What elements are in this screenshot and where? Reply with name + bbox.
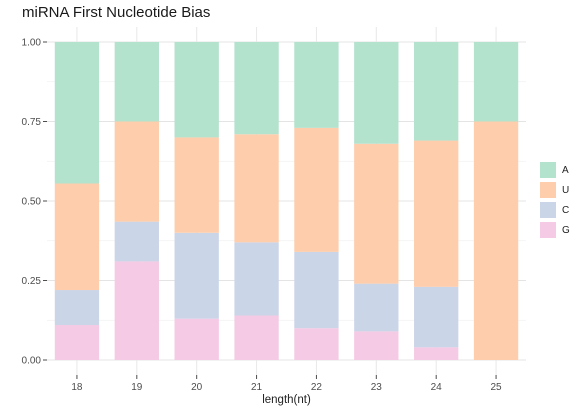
x-tick-label: 19 bbox=[131, 382, 143, 393]
bar-g-24 bbox=[414, 347, 459, 360]
bar-g-19 bbox=[114, 261, 159, 360]
x-tick-label: 21 bbox=[251, 382, 263, 393]
bar-u-24 bbox=[414, 140, 459, 287]
legend-item-c: C bbox=[540, 200, 570, 220]
bar-u-22 bbox=[294, 127, 339, 252]
bar-g-22 bbox=[294, 328, 339, 360]
bar-c-24 bbox=[414, 286, 459, 348]
bar-u-20 bbox=[174, 137, 219, 233]
x-tick-label: 24 bbox=[431, 382, 443, 393]
bar-c-21 bbox=[234, 242, 279, 316]
bar-a-23 bbox=[354, 42, 399, 144]
bar-a-22 bbox=[294, 42, 339, 128]
legend-label-a: A bbox=[562, 164, 569, 176]
legend-label-c: C bbox=[562, 204, 570, 216]
bar-c-22 bbox=[294, 251, 339, 329]
x-tick-label: 18 bbox=[71, 382, 83, 393]
legend-item-g: G bbox=[540, 220, 570, 240]
x-tick-label: 25 bbox=[491, 382, 503, 393]
legend-label-g: G bbox=[562, 224, 570, 236]
bar-u-25 bbox=[473, 121, 519, 360]
bar-c-19 bbox=[114, 221, 159, 262]
y-tick-label: 1.00 bbox=[22, 38, 42, 49]
legend-key-c bbox=[540, 202, 556, 218]
bar-u-23 bbox=[354, 143, 399, 284]
bar-a-25 bbox=[473, 42, 519, 122]
bar-a-18 bbox=[54, 42, 100, 184]
y-tick-label: 0.25 bbox=[22, 276, 42, 287]
bar-a-21 bbox=[234, 42, 279, 135]
bar-g-18 bbox=[54, 325, 100, 360]
y-tick-label: 0.50 bbox=[22, 197, 42, 208]
x-tick-label: 23 bbox=[371, 382, 383, 393]
bar-u-19 bbox=[114, 121, 159, 222]
legend-key-g bbox=[540, 222, 556, 238]
y-tick-label: 0.75 bbox=[22, 117, 42, 128]
legend-key-a bbox=[540, 162, 556, 178]
legend-item-a: A bbox=[540, 160, 570, 180]
bar-c-18 bbox=[54, 290, 100, 326]
legend: A U C G bbox=[540, 160, 570, 240]
x-axis-title: length(nt) bbox=[262, 394, 311, 406]
bar-g-23 bbox=[354, 331, 399, 360]
bar-g-21 bbox=[234, 315, 279, 360]
x-tick-label: 20 bbox=[191, 382, 203, 393]
legend-label-u: U bbox=[562, 184, 570, 196]
bar-a-24 bbox=[414, 42, 459, 141]
bar-g-20 bbox=[174, 318, 219, 360]
y-tick-label: 0.00 bbox=[22, 356, 42, 367]
bar-u-18 bbox=[54, 183, 100, 291]
legend-key-u bbox=[540, 182, 556, 198]
bar-c-20 bbox=[174, 232, 219, 319]
bar-a-20 bbox=[174, 42, 219, 138]
x-tick-label: 22 bbox=[311, 382, 323, 393]
bar-u-21 bbox=[234, 134, 279, 243]
chart-title: miRNA First Nucleotide Bias bbox=[22, 4, 211, 21]
bar-c-23 bbox=[354, 283, 399, 332]
bar-a-19 bbox=[114, 42, 159, 122]
legend-item-u: U bbox=[540, 180, 570, 200]
